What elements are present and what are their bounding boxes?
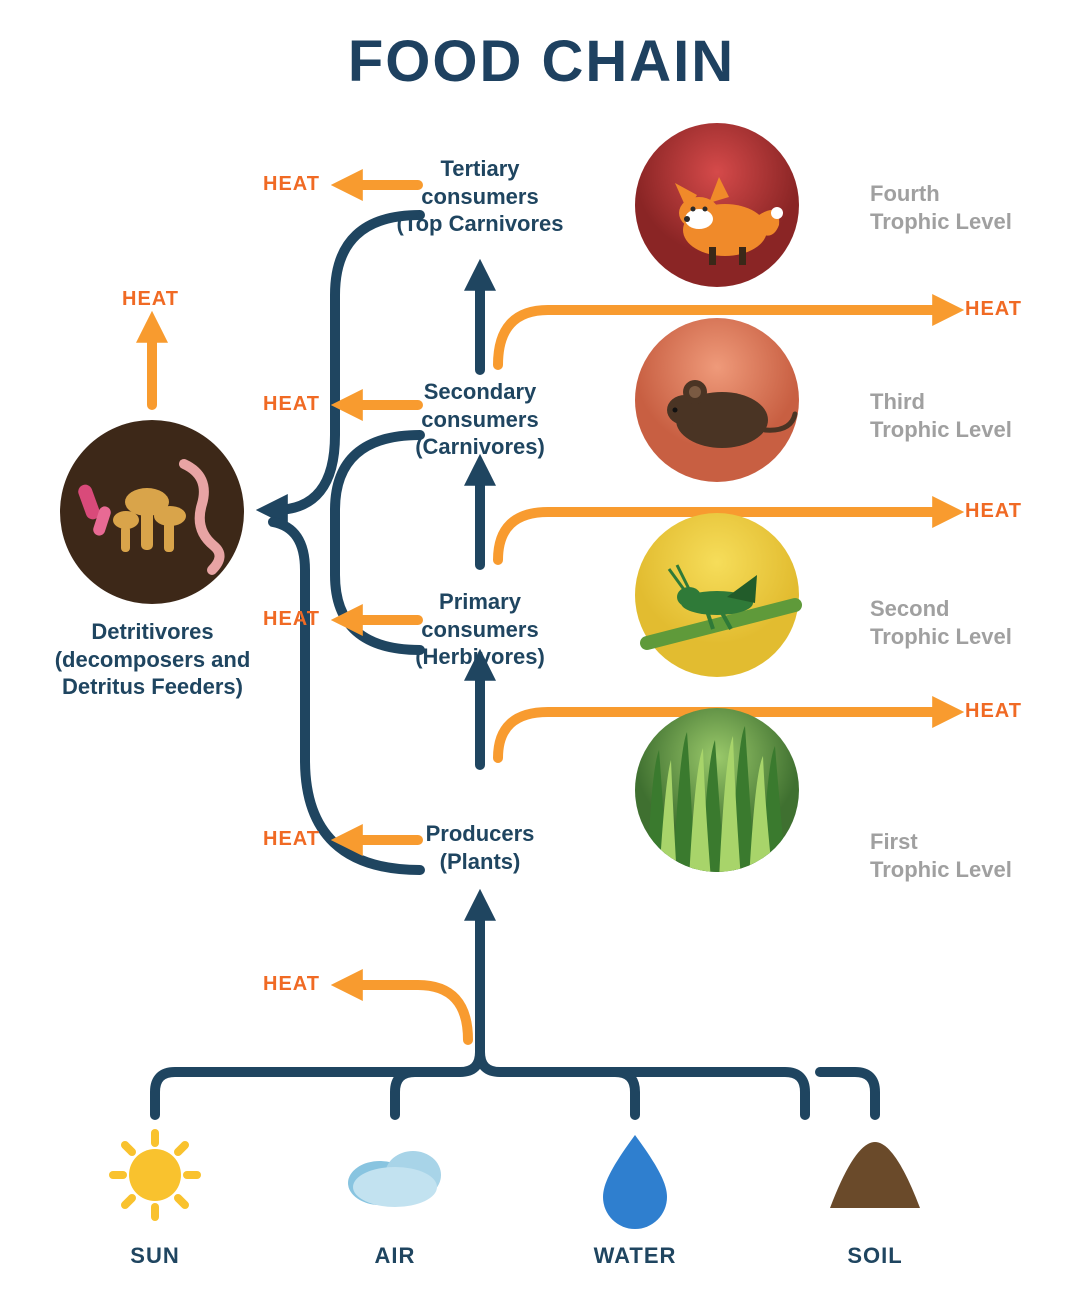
heat-right-2: HEAT [965, 700, 1022, 723]
level-label-secondary: Secondary consumers (Carnivores) [405, 378, 555, 461]
input-soil-label: SOIL [825, 1243, 925, 1269]
decomposer-circle [60, 420, 244, 604]
air-icon [348, 1151, 441, 1207]
level-circles [635, 123, 799, 880]
trophic-second: SecondTrophic Level [870, 595, 1012, 650]
mouse-icon [667, 380, 795, 448]
trophic-first: FirstTrophic Level [870, 828, 1012, 883]
sun-icon [113, 1133, 197, 1217]
page-title: FOOD CHAIN [348, 28, 735, 95]
soil-icon [830, 1142, 920, 1208]
level-label-primary: Primary consumers (Herbivores) [405, 588, 555, 671]
fox-icon [675, 177, 783, 265]
water-icon [603, 1135, 667, 1229]
decomposer-label: Detritivores (decomposers and Detritus F… [40, 618, 265, 701]
input-water-label: WATER [585, 1243, 685, 1269]
trophic-third: ThirdTrophic Level [870, 388, 1012, 443]
grasshopper-icon [647, 565, 795, 643]
input-sun-label: SUN [105, 1243, 205, 1269]
heat-right-0: HEAT [965, 298, 1022, 321]
level-label-tertiary: Tertiary consumers (Top Carnivores [395, 155, 565, 238]
heat-left-4: HEAT [263, 973, 320, 996]
input-air-label: AIR [345, 1243, 445, 1269]
heat-left-2: HEAT [263, 608, 320, 631]
trophic-fourth: FourthTrophic Level [870, 180, 1012, 235]
heat-left-1: HEAT [263, 393, 320, 416]
heat-left-0: HEAT [263, 173, 320, 196]
heat-right-1: HEAT [965, 500, 1022, 523]
level-label-producers: Producers (Plants) [410, 820, 550, 875]
heat-decomposer: HEAT [122, 288, 179, 311]
decomposer-icon [76, 464, 219, 570]
grass-icon [647, 726, 787, 880]
heat-left-3: HEAT [263, 828, 320, 851]
